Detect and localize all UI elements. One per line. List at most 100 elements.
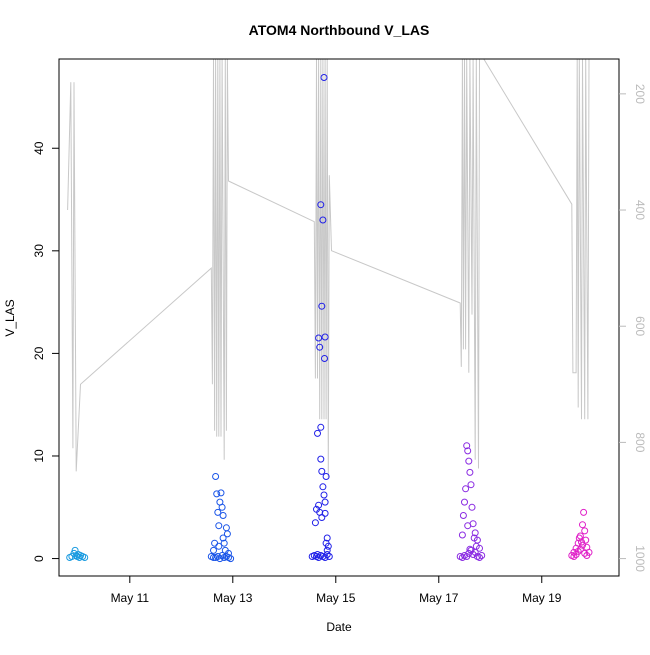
data-point [472, 542, 480, 550]
series-2 [207, 473, 235, 563]
data-point [321, 509, 329, 517]
data-point [321, 355, 328, 362]
data-point [323, 551, 331, 558]
data-point [459, 512, 467, 519]
data-point [319, 483, 327, 491]
x-tick-label: May 13 [213, 591, 253, 605]
data-point [576, 545, 584, 553]
data-point [323, 534, 331, 542]
data-point [318, 514, 326, 521]
data-point [570, 553, 578, 560]
data-point [476, 554, 483, 561]
data-point [218, 503, 226, 511]
data-point [570, 548, 578, 556]
data-point [467, 546, 475, 554]
data-point [467, 481, 475, 489]
data-point [215, 522, 223, 530]
data-point [219, 534, 227, 542]
data-point [579, 541, 586, 549]
x-axis: May 11 May 13 May 15 May 17 May 19 [111, 576, 562, 605]
series-3 [308, 74, 333, 561]
data-point [325, 553, 333, 560]
data-point [317, 201, 325, 209]
data-point [463, 442, 471, 450]
data-point [478, 552, 486, 559]
data-point [218, 552, 226, 559]
series-4 [456, 442, 486, 561]
data-point [582, 536, 590, 544]
data-point [219, 512, 227, 519]
y-tick-label: 40 [32, 141, 46, 155]
data-point [320, 491, 328, 499]
data-point [581, 527, 589, 535]
right-tick-label: 1000 [633, 545, 647, 572]
data-point [320, 74, 328, 81]
data-point [223, 530, 231, 538]
data-point [317, 423, 325, 431]
points-layer [66, 74, 593, 563]
data-point [214, 508, 222, 516]
y-axis-label: V_LAS [3, 299, 17, 336]
data-point [465, 457, 473, 465]
right-axis: 200 400 600 800 1000 [619, 84, 647, 572]
x-tick-label: May 17 [419, 591, 459, 605]
data-point [585, 548, 593, 556]
data-point [314, 429, 321, 437]
data-point [315, 501, 323, 509]
plot-frame [58, 58, 620, 577]
data-point [322, 539, 330, 547]
data-point [215, 542, 223, 550]
data-point [318, 467, 326, 475]
data-point [458, 531, 466, 539]
data-point [213, 490, 221, 498]
data-point [81, 554, 89, 561]
data-point [323, 546, 331, 554]
data-point [470, 534, 478, 542]
series-5 [568, 508, 593, 560]
overlay-line-layer [67, 59, 590, 478]
data-point [212, 473, 220, 480]
data-point [464, 522, 472, 530]
data-point [220, 539, 228, 547]
data-point [461, 498, 468, 506]
data-point [469, 551, 477, 558]
y-axis: 0 10 20 30 40 [32, 141, 60, 562]
data-point [471, 529, 479, 537]
data-point [466, 545, 474, 553]
data-point [579, 521, 586, 529]
chart-title: ATOM4 Northbound V_LAS [249, 22, 430, 38]
right-tick-label: 600 [633, 316, 647, 336]
data-point [464, 447, 472, 455]
overlay-line [67, 59, 590, 478]
data-point [321, 333, 329, 341]
data-point [321, 498, 329, 506]
data-point [211, 539, 219, 547]
data-point [314, 551, 321, 558]
data-point [210, 554, 217, 561]
y-tick-label: 10 [32, 449, 46, 463]
data-point [462, 485, 470, 493]
right-tick-label: 200 [633, 84, 647, 104]
data-point [322, 473, 330, 480]
y-tick-label: 20 [32, 346, 46, 360]
data-point [315, 334, 323, 342]
x-tick-label: May 15 [316, 591, 356, 605]
data-point [217, 489, 225, 497]
data-point [227, 555, 235, 563]
data-point [581, 549, 589, 557]
data-point [466, 468, 474, 476]
right-tick-label: 400 [633, 200, 647, 220]
data-point [578, 538, 585, 546]
right-tick-label: 800 [633, 432, 647, 452]
data-point [221, 546, 229, 554]
y-tick-label: 30 [32, 244, 46, 258]
x-tick-label: May 19 [522, 591, 562, 605]
data-point [214, 553, 222, 560]
data-point [468, 503, 476, 511]
data-point [580, 508, 588, 516]
y-tick-label: 0 [32, 555, 46, 562]
data-point [317, 455, 325, 463]
data-point [318, 302, 326, 310]
